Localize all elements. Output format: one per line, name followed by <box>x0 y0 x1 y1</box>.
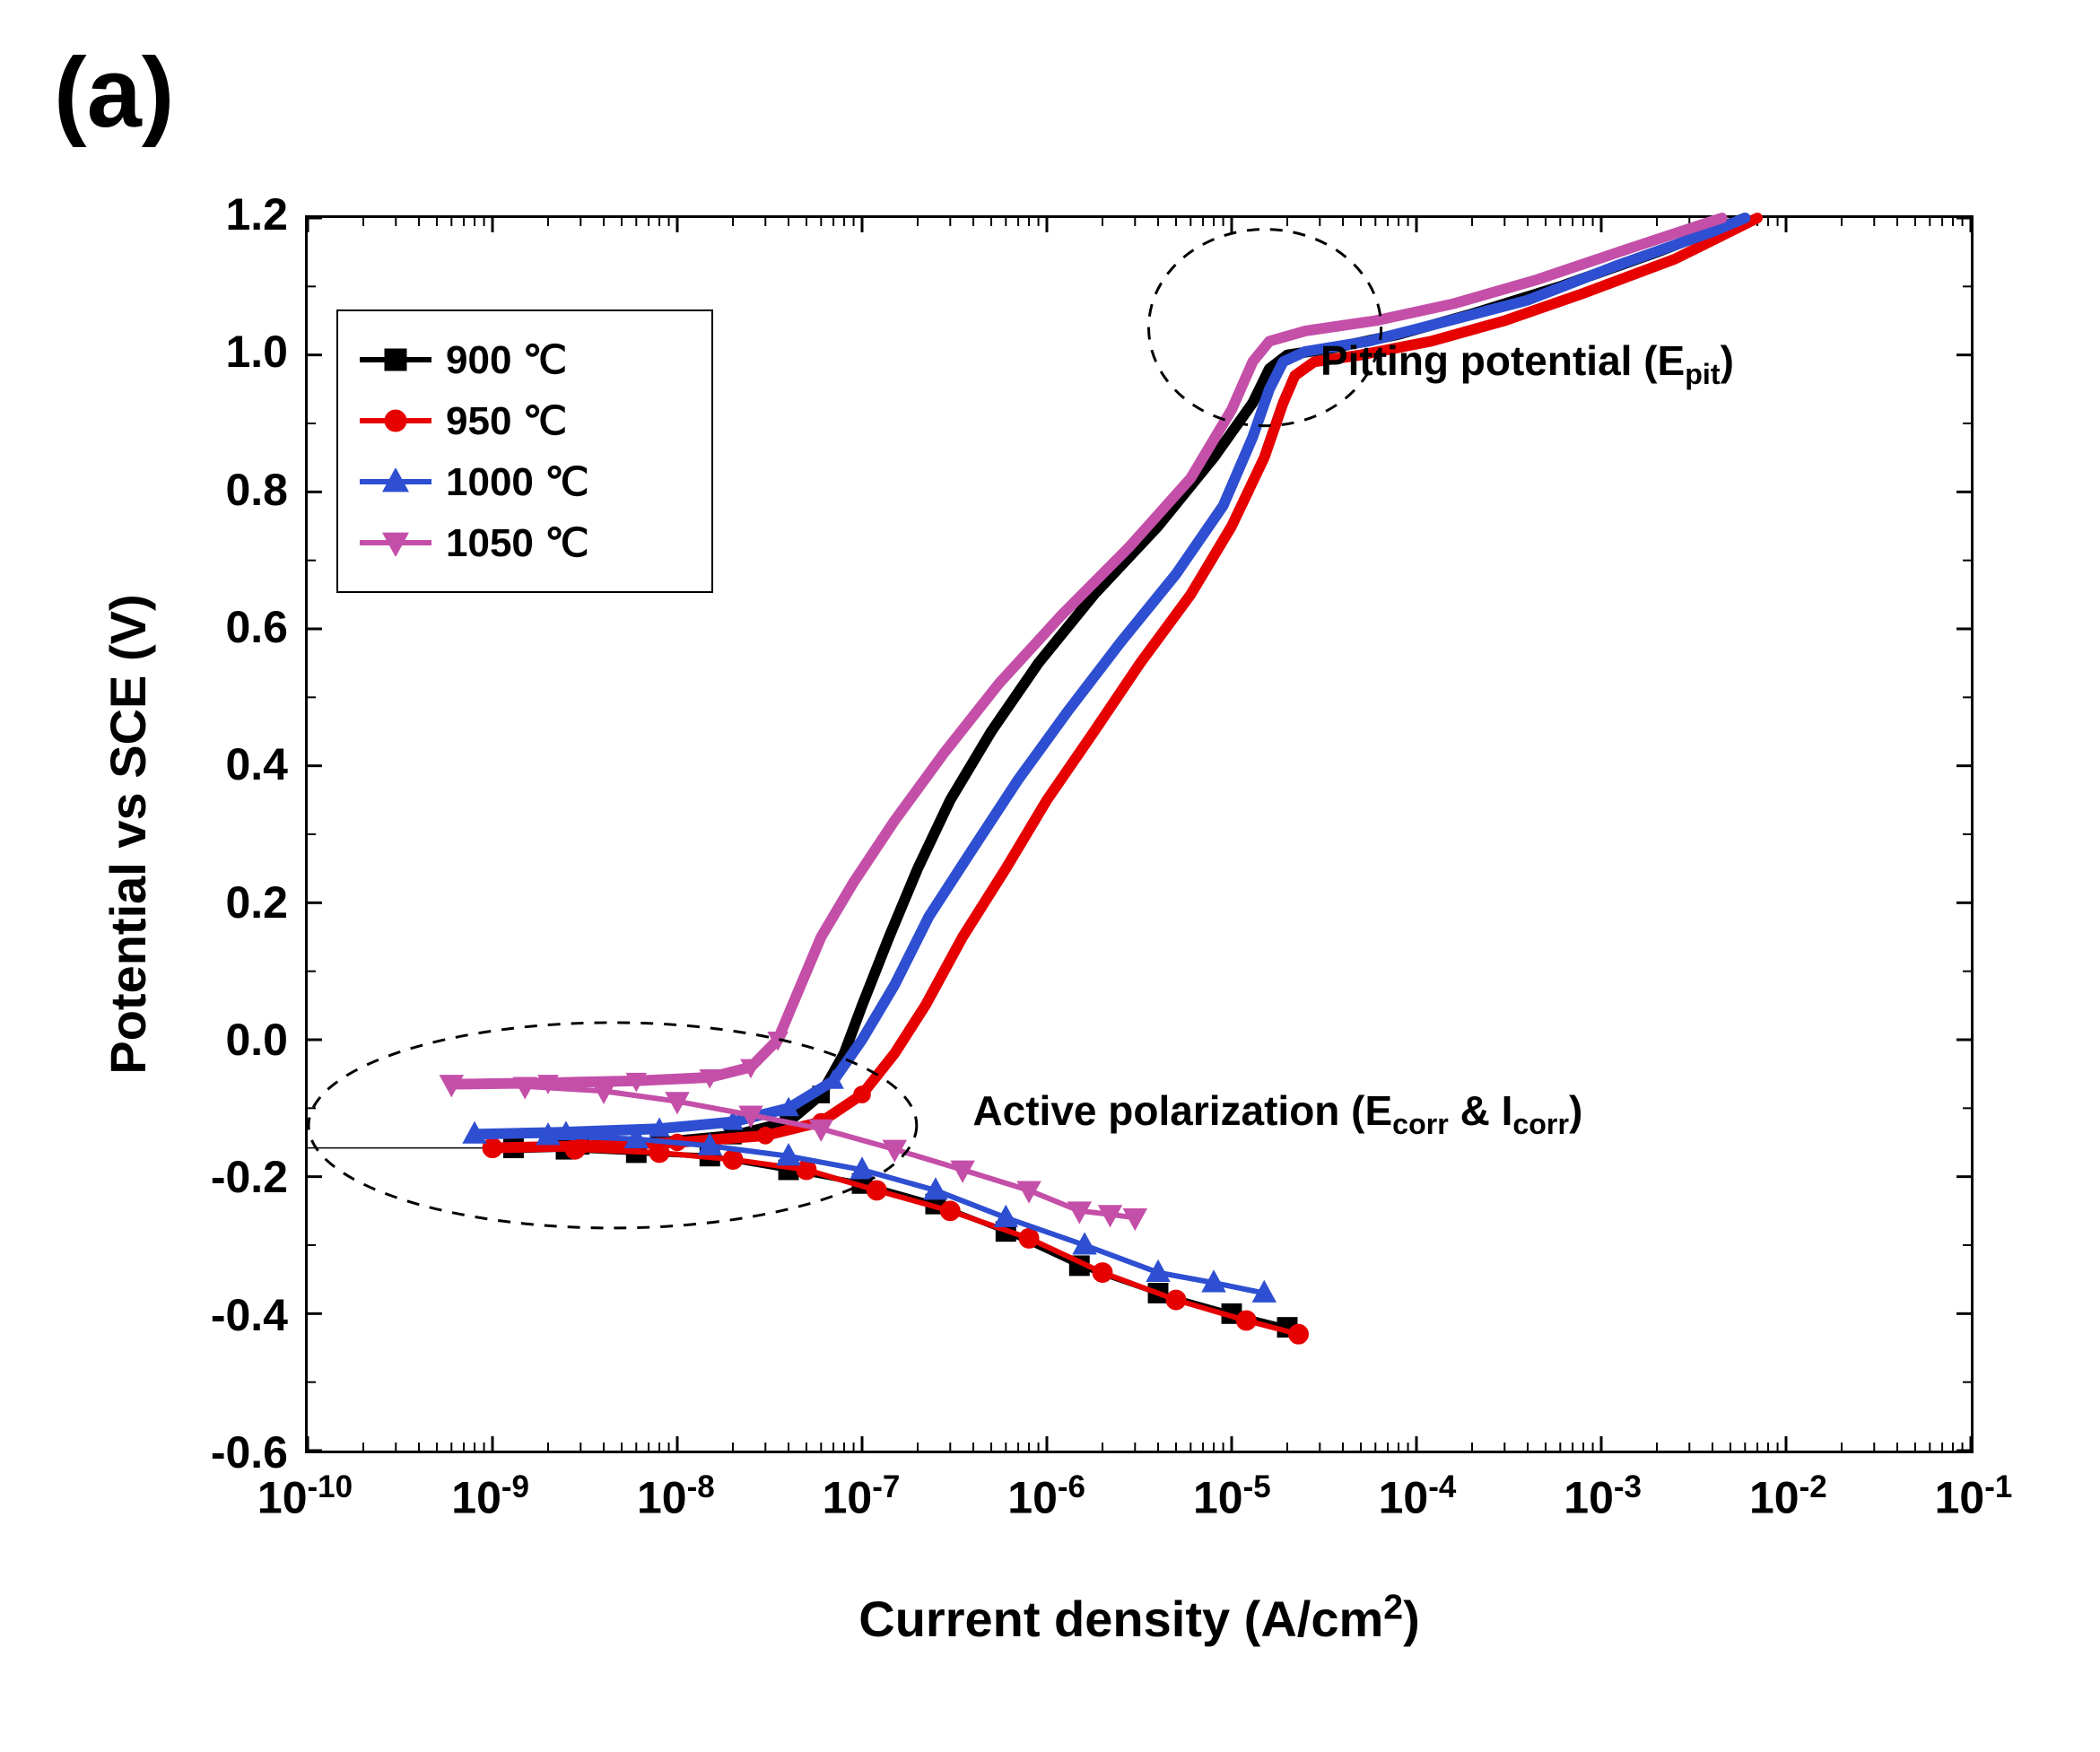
panel-label: (a) <box>54 36 174 150</box>
x-tick-label: 10-1 <box>1911 1469 2036 1524</box>
y-tick-label: 1.0 <box>19 326 288 378</box>
x-tick-label: 10-3 <box>1540 1469 1666 1524</box>
legend-swatch <box>360 418 431 423</box>
legend-item: 1050 ℃ <box>360 512 690 573</box>
x-tick-label: 10-6 <box>984 1469 1110 1524</box>
y-tick-label: 0.2 <box>19 876 288 928</box>
y-axis-label: Potential vs SCE (V) <box>99 215 157 1453</box>
legend-item: 950 ℃ <box>360 390 690 451</box>
x-tick-label: 10-9 <box>428 1469 553 1524</box>
legend-label: 1000 ℃ <box>446 459 589 505</box>
figure-wrapper: (a) Potential vs SCE (V) Current density… <box>0 0 2100 1752</box>
y-tick-label: 0.0 <box>19 1014 288 1066</box>
x-axis-label: Current density (A/cm2) <box>305 1588 1974 1648</box>
y-tick-label: -0.2 <box>19 1151 288 1203</box>
x-tick-label: 10-7 <box>798 1469 924 1524</box>
y-tick-label: 1.2 <box>19 188 288 240</box>
legend-item: 1000 ℃ <box>360 451 690 512</box>
annotation-active-polarization: Active polarization (Ecorr & Icorr) <box>972 1086 1582 1141</box>
annotation-pitting-potential: Pitting potential (Epit) <box>1320 336 1734 391</box>
legend: 900 ℃ 950 ℃ 1000 ℃ 1050 ℃ <box>336 309 713 593</box>
legend-label: 1050 ℃ <box>446 520 589 566</box>
legend-swatch <box>360 540 431 545</box>
x-tick-label: 10-5 <box>1169 1469 1294 1524</box>
legend-label: 900 ℃ <box>446 337 567 383</box>
x-tick-label: 10-10 <box>242 1469 368 1524</box>
legend-swatch <box>360 479 431 484</box>
x-tick-label: 10-2 <box>1725 1469 1851 1524</box>
legend-label: 950 ℃ <box>446 398 567 444</box>
y-tick-label: 0.6 <box>19 601 288 653</box>
x-tick-label: 10-4 <box>1355 1469 1480 1524</box>
x-axis-label-text: Current density (A/cm2) <box>858 1591 1419 1647</box>
y-tick-label: -0.4 <box>19 1289 288 1341</box>
y-tick-label: 0.8 <box>19 464 288 516</box>
legend-swatch <box>360 357 431 362</box>
y-tick-label: 0.4 <box>19 738 288 790</box>
legend-item: 900 ℃ <box>360 329 690 390</box>
x-tick-label: 10-8 <box>613 1469 738 1524</box>
